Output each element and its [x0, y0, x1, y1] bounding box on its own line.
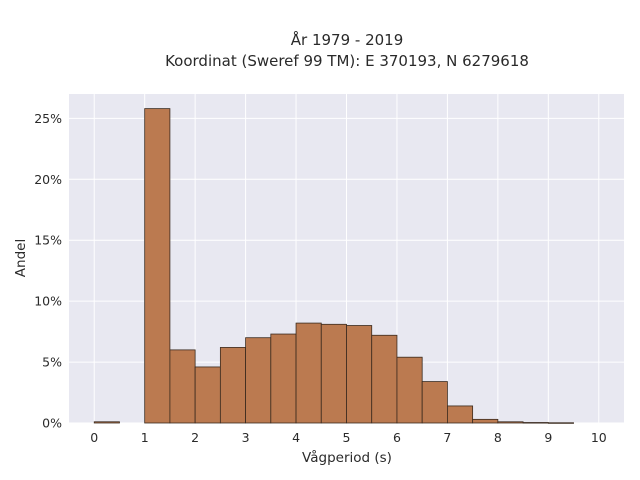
- bar-18: [547, 422, 574, 424]
- x-axis-label: Vågperiod (s): [302, 449, 392, 466]
- bar-8: [295, 322, 322, 424]
- bar-2: [144, 108, 171, 424]
- bar-10: [346, 325, 373, 424]
- bar-15: [472, 418, 499, 424]
- x-tick-label: 3: [242, 430, 250, 445]
- bar-5: [219, 347, 246, 424]
- x-tick-label: 5: [343, 430, 351, 445]
- bar-6: [245, 337, 272, 424]
- x-tick-label: 4: [292, 430, 300, 445]
- y-axis-ticks: 0% 5% 10% 15% 20% 25%: [34, 111, 62, 431]
- x-tick-label: 7: [443, 430, 451, 445]
- y-tick-label: 0%: [42, 416, 62, 431]
- x-tick-label: 2: [191, 430, 199, 445]
- bar-14: [447, 405, 474, 424]
- bars: [93, 108, 574, 424]
- bar-4: [194, 366, 221, 424]
- x-tick-label: 8: [494, 430, 502, 445]
- bar-7: [270, 333, 297, 424]
- bar-16: [497, 421, 524, 424]
- x-tick-label: 1: [141, 430, 149, 445]
- y-tick-label: 5%: [42, 355, 62, 370]
- bar-12: [396, 356, 423, 424]
- bar-17: [522, 422, 549, 424]
- bar-3: [169, 349, 196, 424]
- bar-9: [320, 323, 347, 424]
- x-tick-label: 9: [544, 430, 552, 445]
- y-axis-label: Andel: [13, 239, 29, 277]
- y-tick-label: 15%: [34, 233, 62, 248]
- bar-0: [93, 421, 120, 424]
- y-tick-label: 10%: [34, 294, 62, 309]
- y-tick-label: 20%: [34, 172, 62, 187]
- x-tick-label: 6: [393, 430, 401, 445]
- chart-title-line1: År 1979 - 2019: [291, 30, 404, 49]
- x-tick-label: 0: [90, 430, 98, 445]
- bar-13: [421, 381, 448, 424]
- y-tick-label: 25%: [34, 111, 62, 126]
- x-tick-label: 10: [591, 430, 607, 445]
- bar-11: [371, 334, 398, 424]
- chart-title-line2: Koordinat (Sweref 99 TM): E 370193, N 62…: [165, 52, 529, 70]
- x-axis-ticks: 0 1 2 3 4 5 6 7 8 9 10: [90, 430, 607, 445]
